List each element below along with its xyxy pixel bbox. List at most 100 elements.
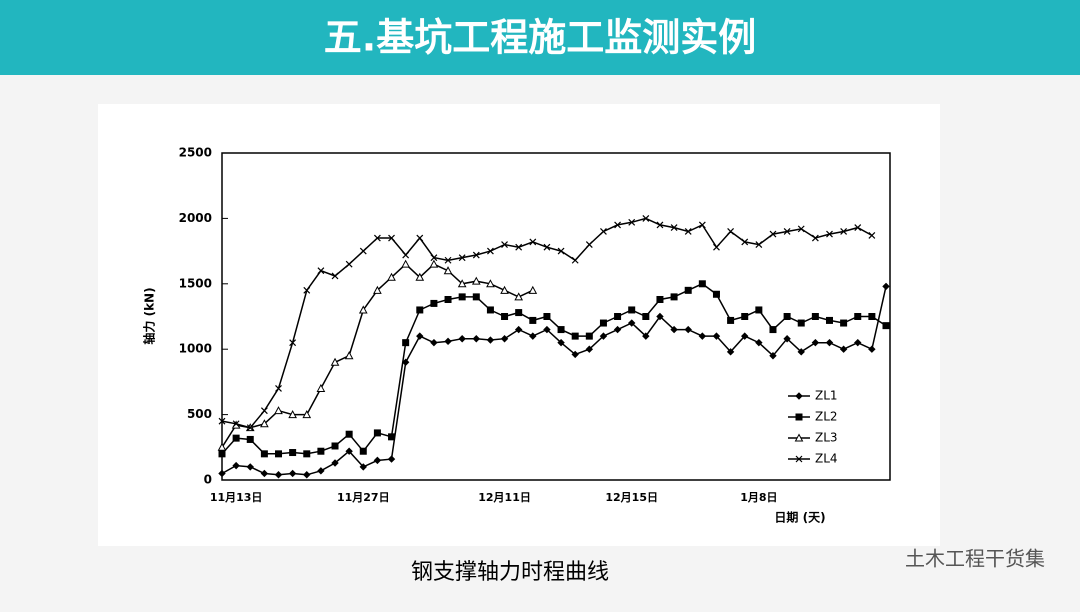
- point-marker: [670, 224, 678, 231]
- point-marker: [840, 228, 848, 235]
- point-marker: [232, 420, 240, 428]
- point-marker: [797, 225, 805, 233]
- legend-marker: [795, 392, 803, 400]
- x-tick-label: 11月13日: [210, 491, 263, 504]
- point-marker: [373, 456, 382, 465]
- point-marker: [260, 469, 269, 478]
- point-marker: [528, 285, 538, 294]
- y-tick-label: 2500: [179, 146, 212, 160]
- point-marker: [585, 241, 593, 248]
- point-marker: [868, 313, 876, 320]
- point-marker: [826, 230, 833, 238]
- point-marker: [727, 316, 735, 324]
- point-marker: [529, 316, 537, 324]
- point-marker: [628, 218, 636, 226]
- point-marker: [585, 332, 593, 340]
- point-marker: [571, 256, 579, 264]
- point-marker: [698, 280, 706, 288]
- legend-marker: [795, 413, 803, 421]
- point-marker: [289, 339, 297, 347]
- point-marker: [430, 338, 438, 347]
- point-marker: [246, 424, 254, 432]
- point-marker: [514, 325, 523, 334]
- chart-title: 钢支撑轴力时程曲线: [411, 560, 609, 585]
- point-marker: [811, 338, 820, 347]
- point-marker: [741, 332, 749, 340]
- point-marker: [670, 325, 678, 334]
- point-marker: [401, 358, 410, 366]
- point-marker: [515, 243, 523, 251]
- point-marker: [684, 228, 692, 235]
- point-marker: [486, 306, 494, 314]
- point-marker: [811, 234, 819, 242]
- point-marker: [387, 455, 396, 463]
- point-marker: [755, 338, 763, 347]
- x-axis-label: 日期 (天): [774, 510, 825, 525]
- point-marker: [472, 335, 481, 343]
- point-marker: [317, 267, 325, 275]
- point-marker: [373, 234, 381, 242]
- point-marker: [288, 469, 297, 478]
- point-marker: [444, 295, 452, 303]
- point-marker: [684, 325, 692, 334]
- point-marker: [429, 259, 439, 268]
- point-marker: [726, 348, 735, 356]
- point-marker: [345, 260, 353, 268]
- point-marker: [599, 319, 607, 327]
- point-marker: [486, 279, 495, 288]
- point-marker: [614, 313, 622, 320]
- point-marker: [415, 272, 425, 281]
- point-marker: [387, 272, 396, 281]
- point-marker: [868, 231, 876, 239]
- header-band: [0, 0, 1080, 75]
- legend-label: ZL3: [815, 431, 838, 445]
- point-marker: [260, 407, 268, 415]
- point-marker: [642, 214, 650, 222]
- point-marker: [430, 299, 438, 307]
- point-marker: [741, 313, 749, 320]
- point-marker: [373, 429, 381, 437]
- point-marker: [316, 383, 326, 392]
- point-marker: [614, 221, 621, 229]
- y-tick-label: 0: [204, 473, 212, 487]
- point-marker: [882, 322, 890, 330]
- point-marker: [388, 234, 395, 242]
- point-marker: [246, 435, 254, 443]
- point-marker: [331, 459, 339, 467]
- point-marker: [854, 338, 862, 347]
- point-marker: [402, 339, 410, 347]
- point-marker: [218, 417, 226, 425]
- point-marker: [543, 313, 551, 320]
- slide-title: 五.基坑工程施工监测实例: [324, 16, 756, 60]
- y-tick-label: 1000: [179, 342, 212, 356]
- point-marker: [712, 290, 720, 298]
- point-marker: [444, 337, 452, 346]
- legend-marker: [794, 433, 804, 442]
- point-marker: [599, 332, 608, 340]
- point-marker: [246, 463, 254, 471]
- point-marker: [627, 319, 636, 327]
- point-marker: [684, 286, 692, 294]
- point-marker: [571, 350, 579, 359]
- point-marker: [275, 450, 283, 458]
- point-marker: [741, 238, 749, 246]
- point-marker: [317, 447, 325, 455]
- point-marker: [613, 325, 622, 334]
- point-marker: [642, 313, 650, 320]
- point-marker: [529, 238, 537, 246]
- point-marker: [839, 345, 848, 353]
- point-marker: [769, 326, 777, 334]
- point-marker: [642, 332, 650, 340]
- point-marker: [458, 254, 466, 262]
- point-marker: [331, 442, 339, 450]
- point-marker: [783, 335, 791, 343]
- point-marker: [345, 430, 353, 438]
- point-marker: [797, 348, 805, 356]
- point-marker: [373, 285, 382, 294]
- point-marker: [769, 230, 777, 238]
- point-marker: [359, 247, 367, 255]
- point-marker: [289, 449, 297, 457]
- point-marker: [585, 345, 594, 353]
